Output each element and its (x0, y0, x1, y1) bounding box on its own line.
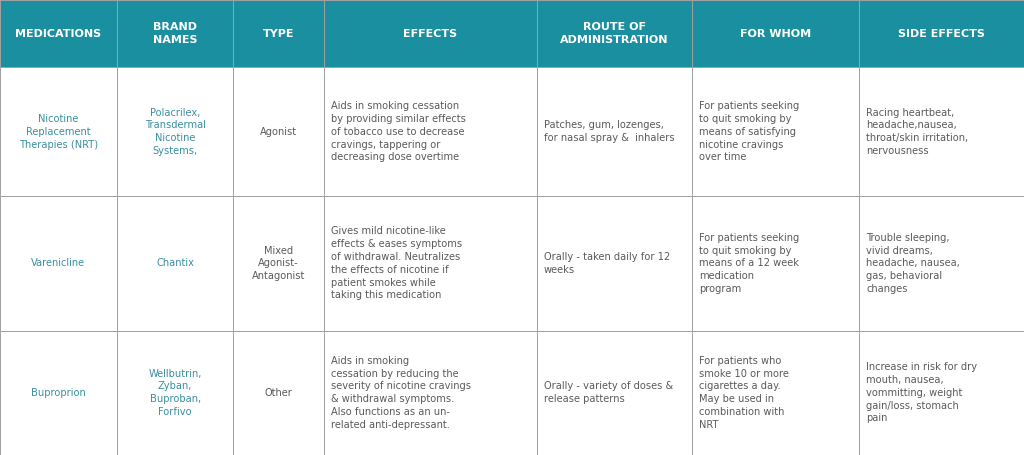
Text: FOR WHOM: FOR WHOM (740, 29, 811, 39)
Bar (537, 0, 692, 67)
Text: Racing heartbeat,
headache,nausea,
throat/skin irritation,
nervousness: Racing heartbeat, headache,nausea, throa… (866, 107, 969, 156)
Bar (692, 67, 859, 196)
Text: Increase in risk for dry
mouth, nausea,
vommitting, weight
gain/loss, stomach
pa: Increase in risk for dry mouth, nausea, … (866, 362, 978, 424)
Text: Gives mild nicotine-like
effects & eases symptoms
of withdrawal. Neutralizes
the: Gives mild nicotine-like effects & eases… (331, 227, 462, 300)
Text: Patches, gum, lozenges,
for nasal spray &  inhalers: Patches, gum, lozenges, for nasal spray … (544, 120, 675, 143)
Bar (324, 67, 537, 196)
Bar (859, 331, 1024, 455)
Text: Wellbutrin,
Zyban,
Buproban,
Forfivo: Wellbutrin, Zyban, Buproban, Forfivo (148, 369, 202, 417)
Text: For patients who
smoke 10 or more
cigarettes a day.
May be used in
combination w: For patients who smoke 10 or more cigare… (699, 356, 790, 430)
Bar (324, 331, 537, 455)
Text: MEDICATIONS: MEDICATIONS (15, 29, 101, 39)
Text: EFFECTS: EFFECTS (403, 29, 457, 39)
Text: TYPE: TYPE (263, 29, 294, 39)
Text: Nicotine
Replacement
Therapies (NRT): Nicotine Replacement Therapies (NRT) (18, 114, 98, 150)
Bar (537, 67, 692, 196)
Text: Mixed
Agonist-
Antagonist: Mixed Agonist- Antagonist (252, 246, 305, 281)
Bar (0, 196, 117, 331)
Bar (117, 196, 233, 331)
Text: Orally - taken daily for 12
weeks: Orally - taken daily for 12 weeks (544, 252, 670, 275)
Text: BRAND
NAMES: BRAND NAMES (153, 22, 198, 45)
Bar (324, 196, 537, 331)
Text: Agonist: Agonist (260, 127, 297, 136)
Bar (233, 0, 324, 67)
Text: Varenicline: Varenicline (32, 258, 85, 268)
Bar (859, 196, 1024, 331)
Bar (537, 196, 692, 331)
Text: Buproprion: Buproprion (31, 388, 86, 398)
Text: Other: Other (264, 388, 293, 398)
Text: Aids in smoking cessation
by providing similar effects
of tobacco use to decreas: Aids in smoking cessation by providing s… (331, 101, 466, 162)
Bar (0, 331, 117, 455)
Bar (0, 0, 117, 67)
Bar (117, 331, 233, 455)
Bar (537, 331, 692, 455)
Bar (0, 67, 117, 196)
Text: Chantix: Chantix (156, 258, 195, 268)
Text: ROUTE OF
ADMINISTRATION: ROUTE OF ADMINISTRATION (560, 22, 669, 45)
Text: For patients seeking
to quit smoking by
means of satisfying
nicotine cravings
ov: For patients seeking to quit smoking by … (699, 101, 800, 162)
Text: For patients seeking
to quit smoking by
means of a 12 week
medication
program: For patients seeking to quit smoking by … (699, 233, 800, 294)
Bar (859, 0, 1024, 67)
Bar (859, 67, 1024, 196)
Text: Polacrilex,
Transdermal
Nicotine
Systems,: Polacrilex, Transdermal Nicotine Systems… (144, 107, 206, 156)
Bar (233, 331, 324, 455)
Bar (692, 331, 859, 455)
Text: Aids in smoking
cessation by reducing the
severity of nicotine cravings
& withdr: Aids in smoking cessation by reducing th… (331, 356, 471, 430)
Bar (324, 0, 537, 67)
Text: SIDE EFFECTS: SIDE EFFECTS (898, 29, 985, 39)
Bar (233, 67, 324, 196)
Bar (233, 196, 324, 331)
Bar (692, 196, 859, 331)
Bar (692, 0, 859, 67)
Text: Trouble sleeping,
vivid dreams,
headache, nausea,
gas, behavioral
changes: Trouble sleeping, vivid dreams, headache… (866, 233, 961, 294)
Text: Orally - variety of doses &
release patterns: Orally - variety of doses & release patt… (544, 381, 673, 404)
Bar (117, 0, 233, 67)
Bar (117, 67, 233, 196)
